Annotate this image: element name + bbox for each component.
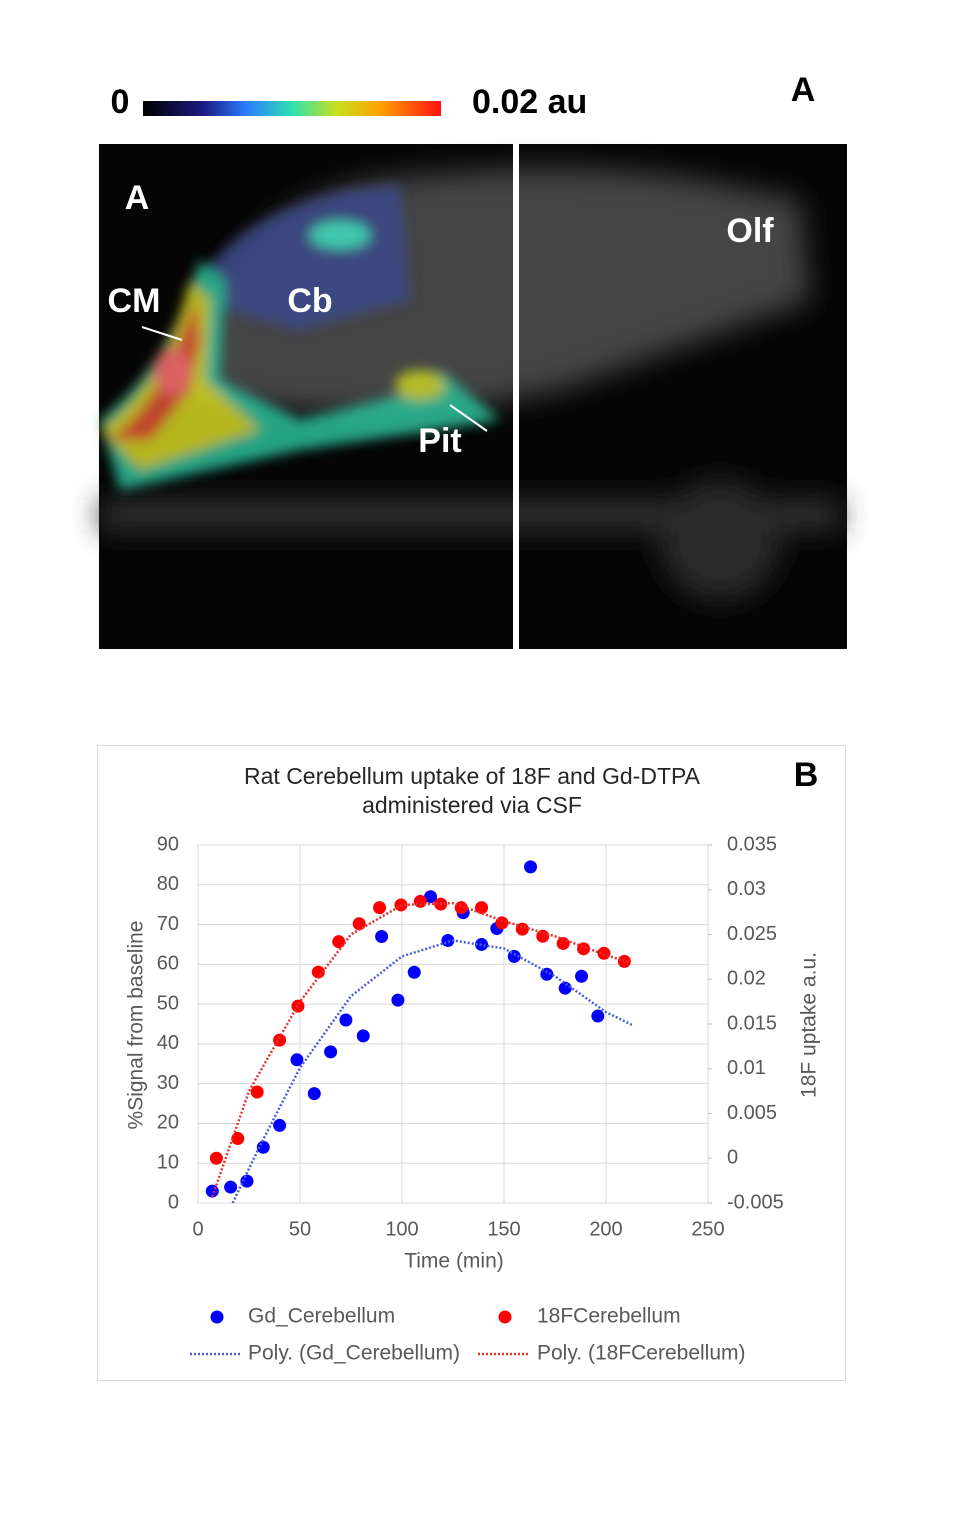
legend-marker — [210, 1310, 224, 1324]
point — [209, 1151, 223, 1165]
y-tick-label: 70 — [157, 913, 179, 935]
point — [391, 993, 405, 1007]
point — [273, 1033, 287, 1047]
point — [577, 942, 591, 956]
point — [273, 1118, 287, 1132]
y-tick-label: 60 — [157, 953, 179, 975]
y-tick-label: 50 — [157, 992, 179, 1014]
point — [575, 969, 589, 983]
y2-tick-label: 0.02 — [727, 968, 766, 990]
point — [617, 954, 631, 968]
colorbar — [143, 101, 441, 116]
point — [515, 922, 529, 936]
point — [250, 1085, 264, 1099]
y2-tick-label: 0 — [727, 1147, 738, 1169]
panel-label: B — [794, 756, 819, 794]
image-label: A — [125, 179, 150, 217]
image-label: CM — [108, 282, 161, 320]
point — [240, 1174, 254, 1188]
x-tick-label: 250 — [691, 1218, 724, 1240]
legend-label: Poly. (Gd_Cerebellum) — [248, 1342, 460, 1365]
image-label: Olf — [726, 212, 774, 250]
point — [558, 981, 572, 995]
x-tick-label: 0 — [192, 1218, 203, 1240]
y-tick-label: 20 — [157, 1112, 179, 1134]
y2-tick-label: 0.025 — [727, 923, 777, 945]
arrow — [141, 326, 183, 341]
y-tick-label: 40 — [157, 1032, 179, 1054]
point — [324, 1045, 338, 1059]
point — [475, 901, 489, 915]
y-tick-label: 0 — [168, 1191, 179, 1213]
x-axis-title: Time (min) — [404, 1250, 504, 1273]
trendline — [231, 939, 634, 1204]
y-axis-title: %Signal from baseline — [125, 921, 148, 1130]
point — [290, 1053, 304, 1067]
y-tick-label: 10 — [157, 1152, 179, 1174]
point — [413, 894, 427, 908]
y-tick-label: 30 — [157, 1072, 179, 1094]
x-tick-label: 200 — [589, 1218, 622, 1240]
colorbar-max: 0.02 au — [472, 83, 587, 121]
chart-title: Rat Cerebellum uptake of 18F and Gd-DTPA… — [244, 763, 700, 818]
y2-tick-label: 0.03 — [727, 878, 766, 900]
y2-axis-title: 18F uptake a.u. — [798, 952, 821, 1098]
point — [307, 1087, 321, 1101]
y2-tick-label: 0.015 — [727, 1012, 777, 1034]
legend-label: Poly. (18FCerebellum) — [537, 1342, 746, 1365]
y-tick-label: 80 — [157, 873, 179, 895]
point — [454, 901, 468, 915]
image-label: Cb — [287, 282, 332, 320]
x-tick-label: 50 — [289, 1218, 311, 1240]
point — [591, 1009, 605, 1023]
colorbar-min: 0 — [111, 83, 130, 121]
point — [424, 890, 438, 904]
arrow — [449, 404, 488, 432]
y2-tick-label: 0.005 — [727, 1102, 777, 1124]
point — [311, 965, 325, 979]
panel-label: A — [791, 71, 816, 109]
legend-label: Gd_Cerebellum — [248, 1305, 395, 1328]
point — [224, 1180, 238, 1194]
point — [536, 929, 550, 943]
point — [356, 1029, 370, 1043]
point — [373, 901, 387, 915]
point — [375, 929, 389, 943]
legend-label: 18FCerebellum — [537, 1305, 681, 1328]
point — [407, 965, 421, 979]
legend-marker — [498, 1310, 512, 1324]
x-tick-label: 150 — [487, 1218, 520, 1240]
point — [540, 967, 554, 981]
y2-tick-label: 0.035 — [727, 833, 777, 855]
chart-frame — [97, 745, 846, 1381]
image-label: Pit — [418, 422, 461, 460]
y-tick-label: 90 — [157, 833, 179, 855]
y2-tick-label: -0.005 — [727, 1191, 784, 1213]
x-tick-label: 100 — [385, 1218, 418, 1240]
point — [339, 1013, 353, 1027]
point — [524, 860, 538, 874]
mri-image — [99, 144, 847, 649]
y2-tick-label: 0.01 — [727, 1057, 766, 1079]
